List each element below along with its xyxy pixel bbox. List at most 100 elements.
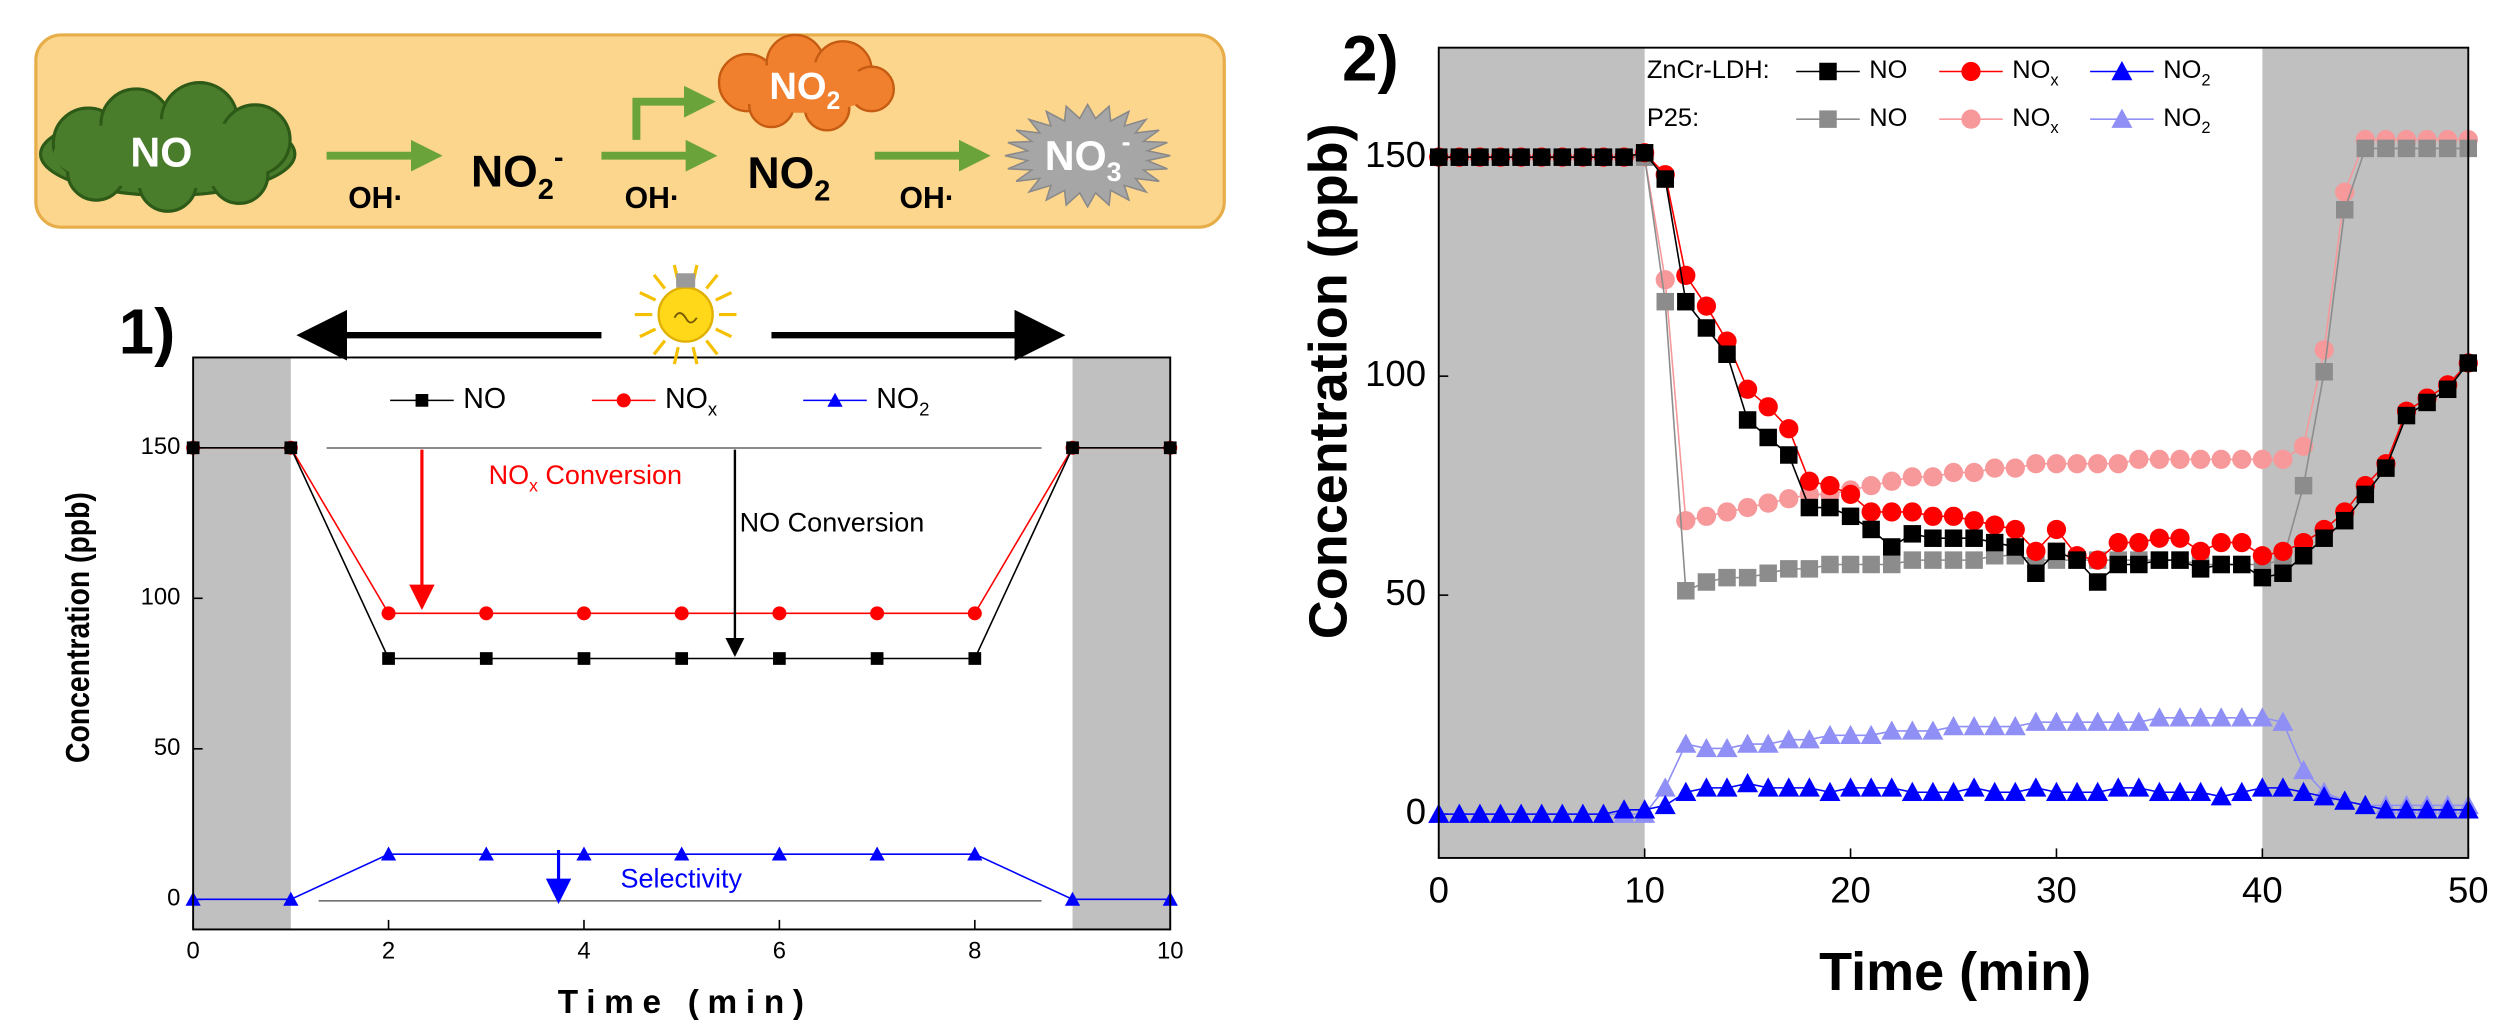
y-tick-label: 50 bbox=[1385, 572, 1426, 613]
marker bbox=[1759, 429, 1776, 446]
marker bbox=[1717, 502, 1736, 521]
marker bbox=[479, 606, 493, 620]
reagent-label: OH· bbox=[348, 182, 403, 215]
marker bbox=[2191, 542, 2210, 561]
marker bbox=[1924, 529, 1941, 546]
marker bbox=[1842, 508, 1859, 525]
marker bbox=[1882, 472, 1901, 491]
marker bbox=[1657, 170, 1674, 187]
marker bbox=[1492, 148, 1509, 165]
marker bbox=[1512, 148, 1529, 165]
reagent-label: OH· bbox=[625, 182, 680, 215]
marker bbox=[1718, 569, 1735, 586]
marker bbox=[2191, 450, 2210, 469]
legend-label: NO bbox=[463, 383, 506, 415]
x-tick-label: 20 bbox=[1830, 869, 1871, 910]
y-tick-label: 150 bbox=[1365, 134, 1426, 175]
marker bbox=[2048, 543, 2065, 560]
marker bbox=[2336, 201, 2353, 218]
marker bbox=[2109, 556, 2126, 573]
marker bbox=[1986, 534, 2003, 551]
marker bbox=[2089, 573, 2106, 590]
marker bbox=[2129, 450, 2148, 469]
y-tick-label: 0 bbox=[167, 885, 180, 912]
marker bbox=[1903, 502, 1922, 521]
dark-period bbox=[1073, 357, 1171, 929]
marker bbox=[2212, 533, 2231, 552]
x-axis-title: Time (min) bbox=[1819, 942, 2091, 1002]
marker bbox=[2151, 551, 2168, 568]
marker bbox=[2150, 529, 2169, 548]
chart: 0246810050100150Time (min)Concentration … bbox=[59, 297, 1184, 1020]
marker bbox=[2006, 520, 2025, 539]
marker bbox=[1821, 556, 1838, 573]
y-tick-label: 50 bbox=[154, 734, 181, 761]
marker bbox=[2130, 556, 2147, 573]
marker bbox=[1656, 270, 1675, 289]
marker bbox=[2253, 546, 2272, 565]
marker bbox=[675, 652, 688, 665]
panel-label: 1) bbox=[119, 297, 176, 368]
marker bbox=[2315, 529, 2332, 546]
marker bbox=[2027, 565, 2044, 582]
marker bbox=[1862, 502, 1881, 521]
marker bbox=[1595, 148, 1612, 165]
marker bbox=[2047, 454, 2066, 473]
marker bbox=[2232, 533, 2251, 552]
marker bbox=[1738, 498, 1757, 517]
marker bbox=[2129, 533, 2148, 552]
marker bbox=[1923, 507, 1942, 526]
marker bbox=[2170, 529, 2189, 548]
marker bbox=[1779, 489, 1798, 508]
legend-marker bbox=[416, 394, 429, 407]
marker bbox=[1862, 556, 1879, 573]
marker bbox=[284, 441, 297, 454]
legend-marker bbox=[1961, 110, 1980, 129]
marker bbox=[1779, 419, 1798, 438]
marker bbox=[2150, 450, 2169, 469]
marker bbox=[1821, 499, 1838, 516]
figure: NO OH· NO2- OH· NO2 NO2 OH· NO3- 0246810… bbox=[0, 0, 2493, 1020]
legend-marker bbox=[617, 393, 631, 407]
marker bbox=[773, 652, 786, 665]
marker bbox=[1985, 515, 2004, 534]
marker bbox=[1697, 507, 1716, 526]
reagent-label: OH· bbox=[899, 182, 954, 215]
marker bbox=[1574, 148, 1591, 165]
dark-period bbox=[193, 357, 291, 929]
marker bbox=[1801, 499, 1818, 516]
marker bbox=[2192, 560, 2209, 577]
marker bbox=[1944, 507, 1963, 526]
legend-label: NO bbox=[1869, 56, 1907, 84]
marker bbox=[1780, 560, 1797, 577]
x-tick-label: 40 bbox=[2242, 869, 2283, 910]
marker bbox=[1698, 573, 1715, 590]
marker bbox=[2088, 454, 2107, 473]
y-tick-label: 0 bbox=[1406, 791, 1426, 832]
marker bbox=[1841, 485, 1860, 504]
x-tick-label: 30 bbox=[2036, 869, 2077, 910]
marker bbox=[1904, 525, 1921, 542]
marker bbox=[2418, 140, 2435, 157]
legend-label: NO bbox=[1869, 104, 1907, 132]
marker bbox=[1882, 502, 1901, 521]
marker bbox=[1636, 144, 1653, 161]
marker bbox=[2170, 450, 2189, 469]
marker bbox=[480, 652, 493, 665]
marker bbox=[1965, 529, 1982, 546]
marker bbox=[675, 606, 689, 620]
marker bbox=[2273, 450, 2292, 469]
marker bbox=[1904, 551, 1921, 568]
marker bbox=[1677, 293, 1694, 310]
marker bbox=[2295, 547, 2312, 564]
y-tick-label: 100 bbox=[1365, 353, 1426, 394]
marker bbox=[577, 606, 591, 620]
marker bbox=[1820, 476, 1839, 495]
marker bbox=[1657, 293, 1674, 310]
marker bbox=[968, 652, 981, 665]
marker bbox=[1739, 569, 1756, 586]
x-tick-label: 10 bbox=[1624, 869, 1665, 910]
marker bbox=[2357, 486, 2374, 503]
annotation: Selectivity bbox=[621, 863, 743, 893]
marker bbox=[2418, 394, 2435, 411]
